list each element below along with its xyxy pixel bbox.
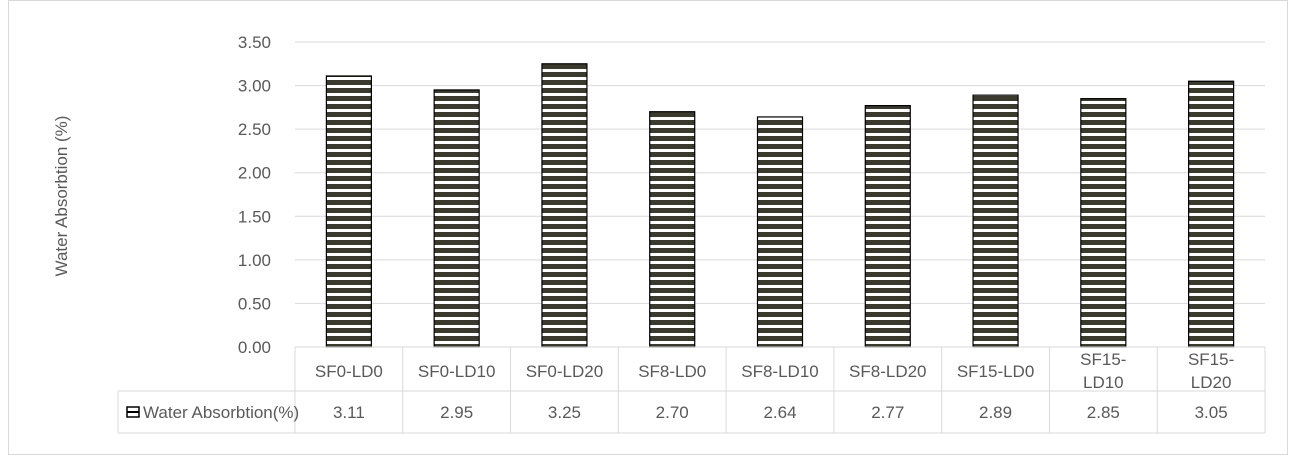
y-tick-label: 1.00 bbox=[238, 251, 271, 270]
category-label: LD10 bbox=[1083, 373, 1124, 392]
category-label: LD20 bbox=[1191, 373, 1232, 392]
category-label: SF8-LD20 bbox=[849, 362, 926, 381]
legend-series-name: Water Absorbtion(%) bbox=[143, 403, 299, 422]
category-label: SF0-LD10 bbox=[418, 362, 495, 381]
data-value-label: 2.85 bbox=[1087, 403, 1120, 422]
bar bbox=[1080, 98, 1127, 348]
data-value-label: 3.11 bbox=[333, 403, 365, 422]
data-value-label: 2.95 bbox=[440, 403, 473, 422]
y-tick-label: 0.00 bbox=[238, 338, 271, 357]
category-label: SF8-LD0 bbox=[638, 362, 706, 381]
bar bbox=[756, 116, 804, 348]
bar bbox=[1188, 80, 1235, 348]
y-tick-label: 3.50 bbox=[238, 33, 271, 52]
bar bbox=[972, 94, 1019, 348]
data-value-label: 2.64 bbox=[763, 403, 796, 422]
y-tick-label: 2.00 bbox=[238, 164, 271, 183]
bar bbox=[541, 63, 588, 348]
y-tick-label: 3.00 bbox=[238, 77, 271, 96]
bar bbox=[864, 105, 911, 348]
y-axis-label: Water Absorbtion (%) bbox=[52, 116, 71, 277]
data-value-label: 2.77 bbox=[871, 403, 904, 422]
category-label: SF15- bbox=[1080, 350, 1126, 369]
bar bbox=[433, 89, 480, 348]
data-value-label: 3.05 bbox=[1195, 403, 1228, 422]
bar bbox=[325, 75, 372, 348]
category-label: SF8-LD10 bbox=[741, 362, 818, 381]
category-label: SF0-LD20 bbox=[526, 362, 603, 381]
data-value-label: 3.25 bbox=[548, 403, 581, 422]
data-value-label: 2.70 bbox=[656, 403, 689, 422]
chart-frame bbox=[8, 0, 1288, 455]
y-tick-label: 1.50 bbox=[238, 207, 271, 226]
y-tick-label: 2.50 bbox=[238, 120, 271, 139]
category-label: SF0-LD0 bbox=[315, 362, 383, 381]
category-label: SF15- bbox=[1188, 350, 1234, 369]
category-label: SF15-LD0 bbox=[957, 362, 1034, 381]
bar bbox=[649, 111, 696, 348]
data-value-label: 2.89 bbox=[979, 403, 1012, 422]
y-tick-label: 0.50 bbox=[238, 294, 271, 313]
